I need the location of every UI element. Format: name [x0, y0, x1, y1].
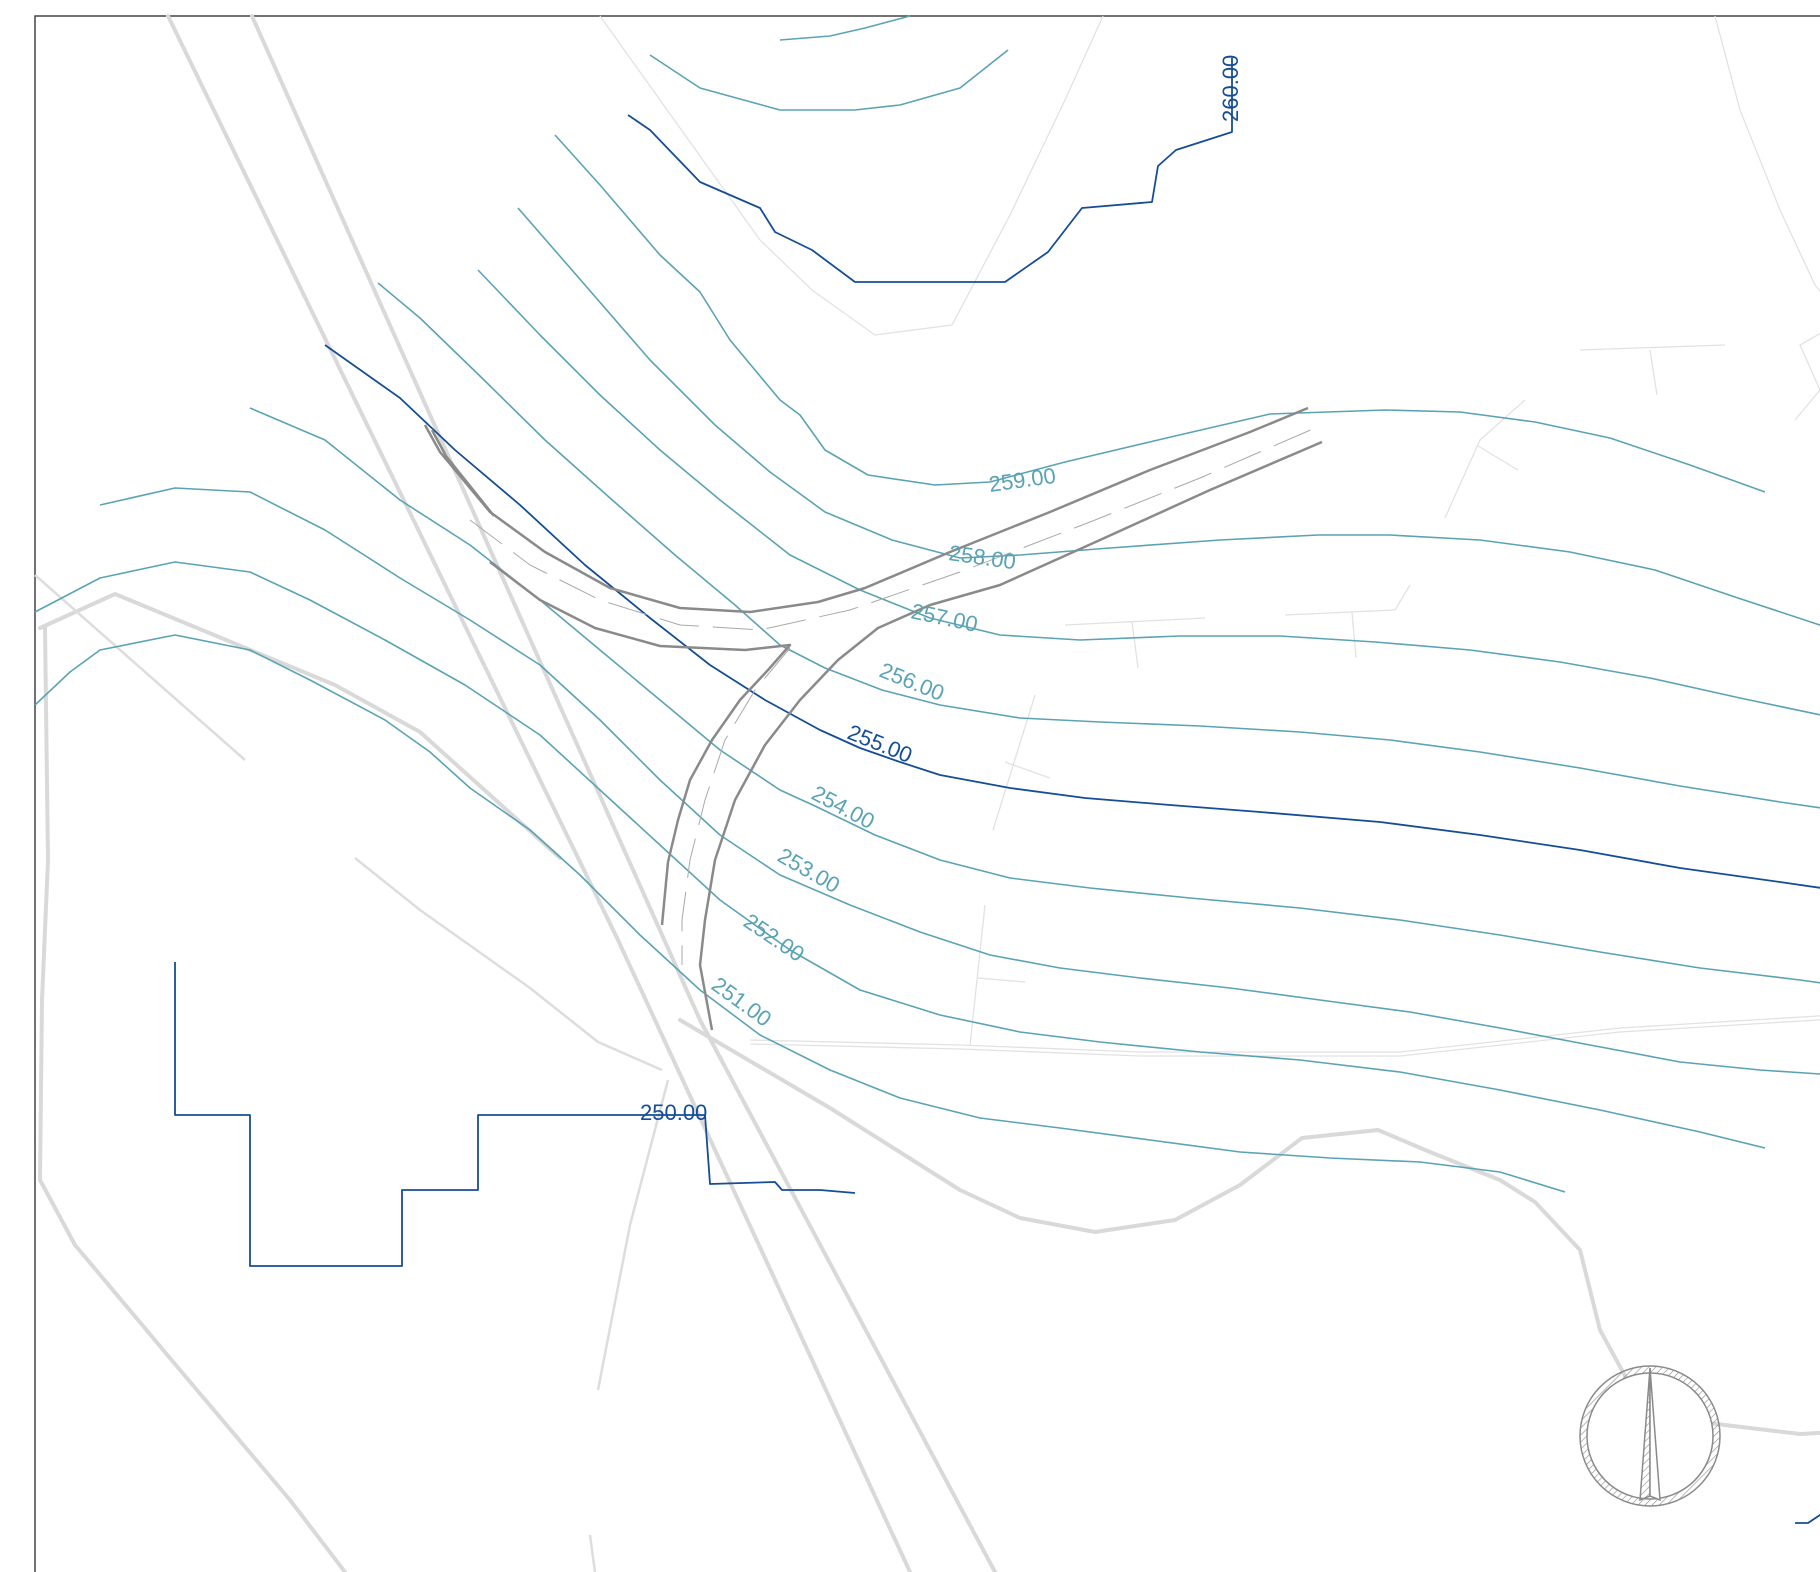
parcel-south-tick — [977, 977, 1026, 983]
existing-road-diagonal-east — [250, 14, 997, 1572]
parcel-south-double-line-b — [749, 1019, 1820, 1057]
existing-road-south-spur — [596, 1079, 670, 1391]
existing-road-west-boundary — [38, 626, 347, 1572]
proposed-road-centerline-south — [681, 647, 791, 965]
contour-label-252: 252.00 — [739, 908, 809, 966]
parcel-mid-line-a — [1064, 617, 1206, 626]
contour-upper-b — [779, 15, 911, 41]
proposed-road-south-edge — [489, 561, 792, 926]
contour-258 — [517, 207, 1820, 626]
proposed-road — [423, 406, 1323, 1031]
proposed-road-north-edge-b — [430, 429, 495, 517]
contour-259 — [554, 134, 1766, 493]
contour-lines — [34, 15, 1820, 1524]
parcel-mid-tick-b — [1351, 611, 1357, 659]
parcel-mid-tick-a — [1131, 621, 1139, 669]
parcel-south-double-line — [749, 1015, 1820, 1053]
parcel-northeast-box — [1794, 332, 1820, 421]
parcel-center-tick — [1004, 761, 1051, 779]
north-arrow-icon — [1579, 1365, 1721, 1507]
parcel-north-ridge — [599, 15, 1104, 336]
contour-east-fragment — [1795, 1513, 1820, 1524]
contour-255 — [324, 344, 1820, 889]
contour-label-255: 255.00 — [844, 719, 916, 767]
parcel-northeast-curve — [1714, 15, 1820, 293]
contour-252 — [34, 561, 1766, 1149]
contour-upper-a — [649, 49, 1009, 111]
existing-road-west-stub — [34, 574, 246, 761]
contour-label-250: 250.00 — [640, 1100, 707, 1125]
contour-label-258: 258.00 — [947, 540, 1017, 574]
contour-253 — [99, 487, 1820, 1075]
parcel-mid-line-b — [1284, 584, 1411, 616]
parcel-northeast-tick — [1649, 349, 1658, 396]
contour-label-260: 260.00 — [1218, 55, 1243, 122]
contour-label-254: 254.00 — [808, 780, 879, 834]
proposed-road-centerline — [469, 427, 1316, 631]
contour-256 — [377, 282, 1820, 809]
contour-label-257: 257.00 — [909, 598, 980, 636]
existing-roads — [34, 14, 1820, 1572]
contour-label-251: 251.00 — [707, 972, 776, 1032]
existing-road-diagonal-west — [166, 14, 912, 1572]
contour-label-253: 253.00 — [774, 843, 845, 898]
parcel-center-vertical — [992, 694, 1036, 831]
proposed-road-north-edge — [423, 406, 1309, 614]
map-frame — [34, 15, 1820, 1572]
existing-road-bottom-stub — [588, 1534, 597, 1572]
contour-257 — [477, 269, 1820, 716]
contour-260 — [627, 58, 1233, 283]
contour-label-256: 256.00 — [876, 657, 948, 705]
proposed-road-inner-edge — [698, 440, 1323, 1031]
parcel-lines — [599, 15, 1820, 1057]
contour-250 — [174, 962, 856, 1267]
parcel-east-branch-tick — [1477, 445, 1519, 471]
contour-251 — [34, 634, 1566, 1193]
existing-road-southwest-branch — [354, 857, 663, 1072]
parcel-east-branch — [1444, 399, 1526, 519]
contour-label-259: 259.00 — [987, 463, 1057, 497]
existing-road-southwest-edge — [38, 592, 562, 860]
contour-labels: 260.00 259.00 258.00 257.00 256.00 255.0… — [640, 55, 1243, 1125]
parcel-northeast-line — [1579, 344, 1726, 351]
